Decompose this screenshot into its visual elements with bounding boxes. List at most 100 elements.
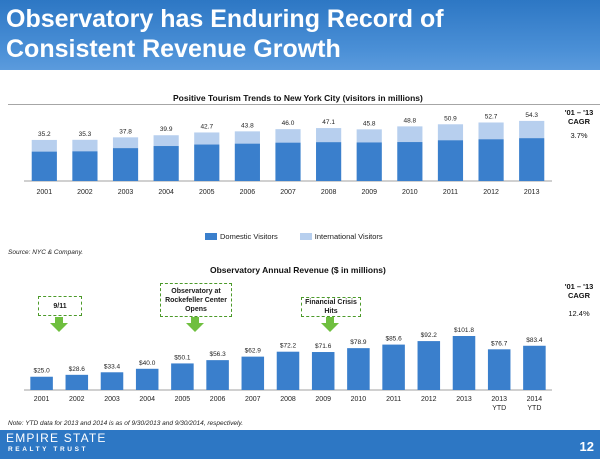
revenue-cagr-value: 12.4%: [568, 309, 590, 318]
revenue-year-label: 2009: [315, 396, 331, 403]
revenue-bar: [311, 352, 335, 390]
tourism-bar-domestic: [72, 151, 98, 181]
tourism-bar-international: [397, 126, 423, 143]
tourism-bar-domestic: [234, 143, 260, 181]
tourism-year-label: 2013: [524, 189, 540, 196]
arrow-9-11: [50, 317, 68, 332]
tourism-bar-domestic: [437, 140, 464, 181]
revenue-year-label: 2012: [421, 396, 437, 403]
page-title: Observatory has Enduring Record of Consi…: [6, 4, 444, 64]
tourism-bar-domestic: [397, 142, 423, 181]
footnote: Note: YTD data for 2013 and 2014 is as o…: [8, 420, 244, 427]
revenue-cagr: '01 – '13 CAGR 12.4%: [557, 282, 600, 318]
tourism-cagr-value: 3.7%: [570, 131, 588, 140]
revenue-year-label: 2005: [175, 396, 191, 403]
tourism-total-label: 43.8: [241, 122, 254, 129]
revenue-bar: [276, 351, 300, 390]
tourism-year-label: 2002: [77, 189, 93, 196]
tourism-bar-domestic: [31, 151, 57, 181]
revenue-year-label: 2011: [386, 396, 401, 403]
tourism-year-label: 2012: [483, 189, 499, 196]
footer-bar: [0, 430, 600, 459]
revenue-year-label: YTD: [527, 405, 541, 412]
callout-financial-crisis: Financial Crisis Hits: [301, 297, 361, 317]
tourism-bar-domestic: [112, 148, 139, 181]
revenue-cagr-label: '01 – '13 CAGR: [564, 282, 594, 300]
tourism-total-label: 35.3: [79, 131, 92, 138]
revenue-year-label: YTD: [492, 405, 506, 412]
revenue-value-label: $28.6: [69, 366, 86, 373]
tourism-bar-international: [356, 129, 382, 143]
legend-label-domestic: Domestic Visitors: [220, 232, 278, 241]
legend-swatch-domestic: [205, 233, 217, 240]
tourism-total-label: 54.3: [525, 112, 538, 119]
tourism-year-label: 2008: [321, 189, 337, 196]
title-line-1: Observatory has Enduring Record of: [6, 5, 444, 33]
tourism-bar-international: [275, 129, 301, 143]
tourism-bar-international: [194, 132, 220, 145]
revenue-value-label: $72.2: [280, 343, 297, 350]
revenue-bar: [206, 360, 229, 390]
tourism-total-label: 52.7: [485, 113, 498, 120]
revenue-value-label: $85.6: [385, 336, 402, 343]
revenue-year-label: 2010: [351, 396, 367, 403]
revenue-value-label: $78.9: [350, 339, 367, 346]
revenue-year-label: 2006: [210, 396, 226, 403]
revenue-bar: [65, 374, 89, 390]
revenue-value-label: $40.0: [139, 360, 156, 367]
revenue-value-label: $76.7: [491, 340, 508, 347]
tourism-total-label: 35.2: [38, 131, 51, 138]
tourism-year-label: 2010: [402, 189, 418, 196]
tourism-bar-international: [519, 120, 545, 139]
revenue-year-label: 2013: [456, 396, 472, 403]
tourism-chart-divider: [8, 104, 600, 105]
revenue-year-label: 2007: [245, 396, 261, 403]
page-number: 12: [579, 439, 594, 454]
tourism-chart-title: Positive Tourism Trends to New York City…: [173, 93, 423, 103]
tourism-year-label: 2005: [199, 189, 215, 196]
tourism-year-label: 2003: [118, 189, 134, 196]
tourism-bar-international: [153, 135, 179, 147]
tourism-total-label: 47.1: [322, 119, 335, 126]
revenue-bar: [382, 344, 405, 390]
tourism-bar-domestic: [519, 138, 545, 181]
revenue-year-label: 2003: [104, 396, 120, 403]
revenue-bar: [135, 368, 159, 390]
revenue-value-label: $71.6: [315, 343, 332, 350]
tourism-bar-international: [234, 131, 260, 144]
source-note: Source: NYC & Company.: [8, 249, 84, 256]
arrow-rockefeller: [186, 317, 204, 332]
tourism-year-label: 2001: [37, 189, 53, 196]
tourism-total-label: 39.9: [160, 126, 173, 133]
tourism-bar-international: [478, 122, 504, 140]
tourism-bar-international: [316, 128, 342, 143]
tourism-total-label: 50.9: [444, 115, 457, 122]
tourism-year-label: 2011: [443, 189, 458, 196]
title-line-2: Consistent Revenue Growth: [6, 35, 341, 63]
revenue-bar: [241, 356, 265, 390]
revenue-value-label: $62.9: [245, 348, 262, 355]
title-banner: [0, 0, 600, 70]
revenue-bar: [523, 345, 546, 390]
revenue-bar: [417, 341, 441, 390]
revenue-chart-title: Observatory Annual Revenue ($ in million…: [210, 265, 386, 275]
tourism-bar-international: [437, 124, 464, 141]
tourism-total-label: 46.0: [282, 120, 295, 127]
company-logo-line-2: REALTY TRUST: [8, 446, 89, 453]
revenue-year-label: 2013: [491, 396, 507, 403]
tourism-bar-international: [112, 137, 139, 149]
callout-9-11: 9/11: [38, 296, 82, 316]
tourism-total-label: 45.8: [363, 120, 376, 127]
revenue-value-label: $33.4: [104, 363, 121, 370]
tourism-bar-international: [72, 139, 98, 152]
revenue-bar: [487, 349, 511, 390]
tourism-bar-domestic: [275, 142, 301, 181]
revenue-bar: [30, 376, 53, 390]
revenue-year-label: 2001: [34, 396, 50, 403]
company-logo-line-1: EMPIRE STATE: [6, 431, 107, 445]
tourism-cagr-label: '01 – '13 CAGR: [564, 108, 594, 126]
tourism-bar-international: [31, 139, 57, 152]
revenue-value-label: $50.1: [174, 354, 191, 361]
